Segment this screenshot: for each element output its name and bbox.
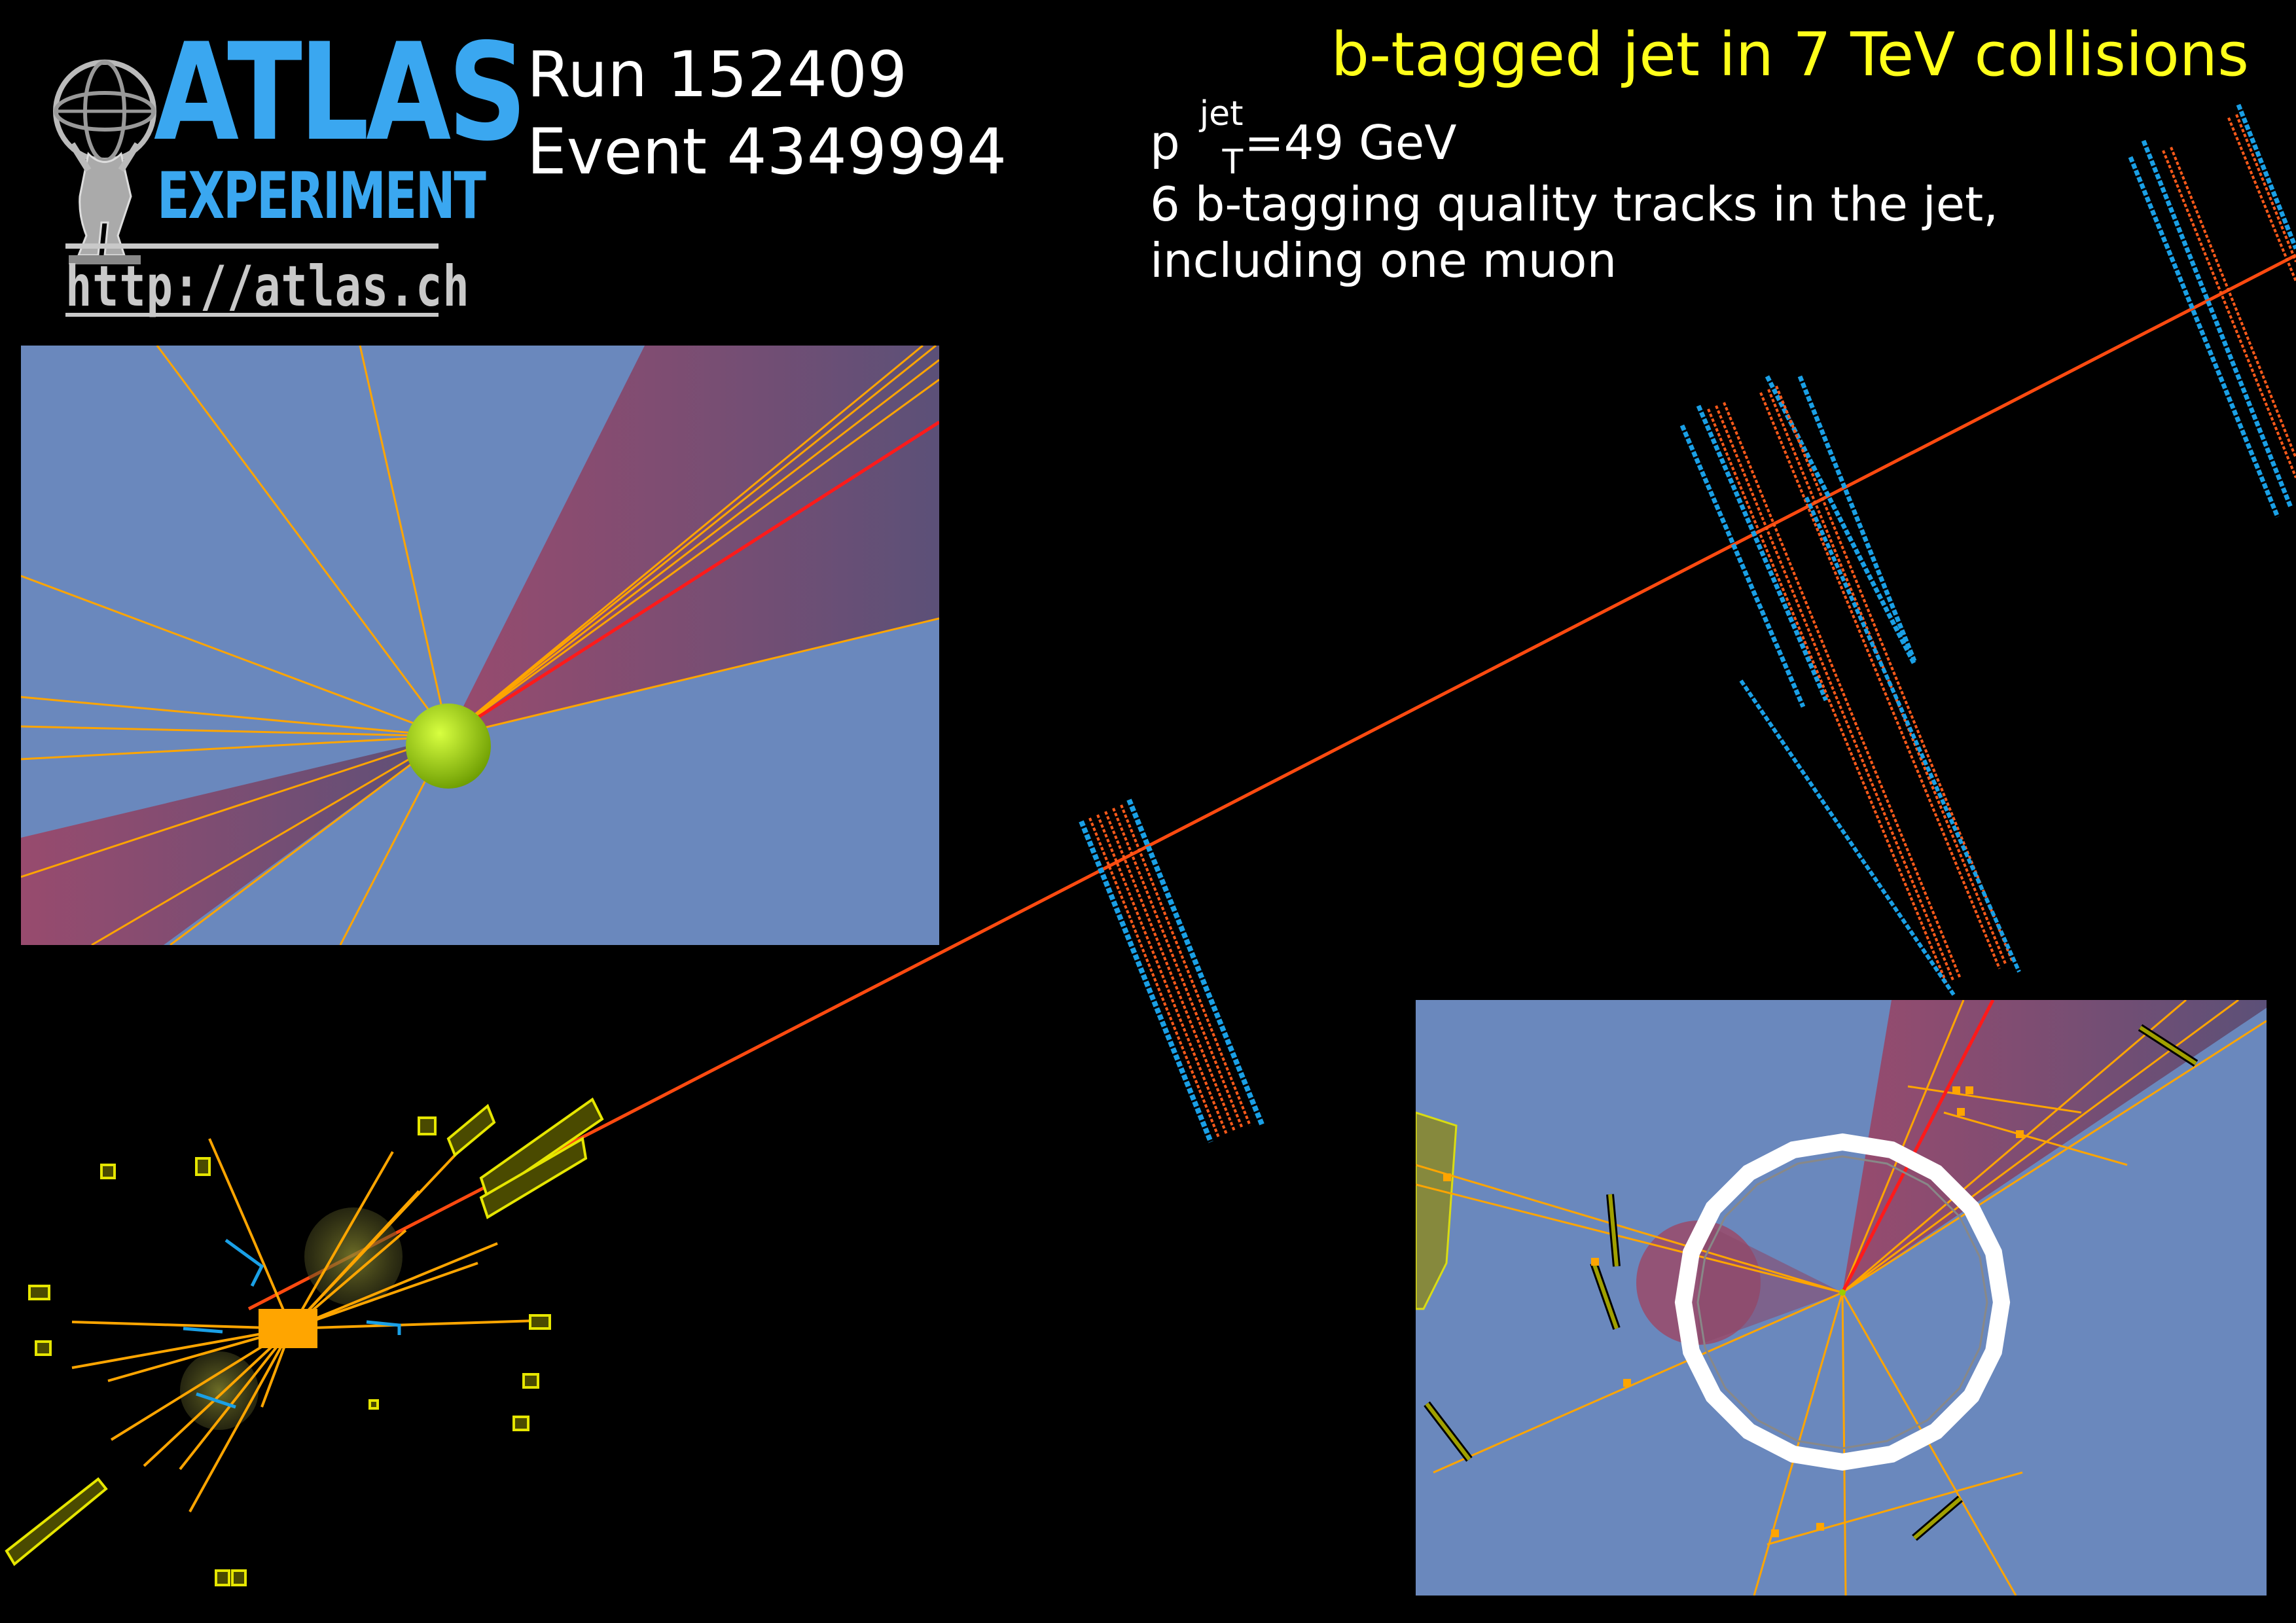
jet-pt-line: pjet T=49 GeV: [1150, 94, 1998, 182]
logo-word-atlas: ATLAS: [154, 15, 527, 171]
event-number: Event 4349994: [527, 115, 1007, 188]
muon-chamber: [2128, 103, 2296, 518]
run-event-block: Run 152409 Event 4349994: [527, 36, 1007, 190]
pt-subscript: T: [1222, 143, 1244, 182]
vertex-zoom-panel: [21, 346, 939, 945]
logo-word-experiment: EXPERIMENT: [157, 159, 486, 234]
beampipe-zoom-panel: [1416, 1000, 2267, 1596]
pt-superscript: jet: [1199, 94, 1244, 134]
muon-chamber: [1079, 798, 1265, 1143]
run-number: Run 152409: [527, 38, 908, 111]
beampipe-ring: [1674, 1133, 2011, 1471]
jet-muon-line: including one muon: [1150, 233, 1617, 288]
primary-vertex: [406, 704, 491, 789]
secondary-vertex: [1839, 1289, 1846, 1296]
logo-atlas: ATLAS EXPERIMENT: [154, 26, 527, 242]
page-title: b-tagged jet in 7 TeV collisions: [1331, 20, 2249, 90]
muon-track: [247, 253, 2296, 1311]
muon-chamber: [1679, 375, 2021, 996]
pt-value: =49 GeV: [1244, 115, 1457, 170]
logo-divider: [65, 313, 439, 317]
logo-url: http://atlas.ch: [65, 254, 470, 319]
jet-info-block: pjet T=49 GeV 6 b-tagging quality tracks …: [1150, 94, 1999, 289]
event-overview: [5, 1097, 604, 1586]
logo-divider: [65, 243, 439, 249]
pt-p: p: [1150, 115, 1180, 170]
jet-tracks-line: 6 b-tagging quality tracks in the jet,: [1150, 177, 1999, 232]
